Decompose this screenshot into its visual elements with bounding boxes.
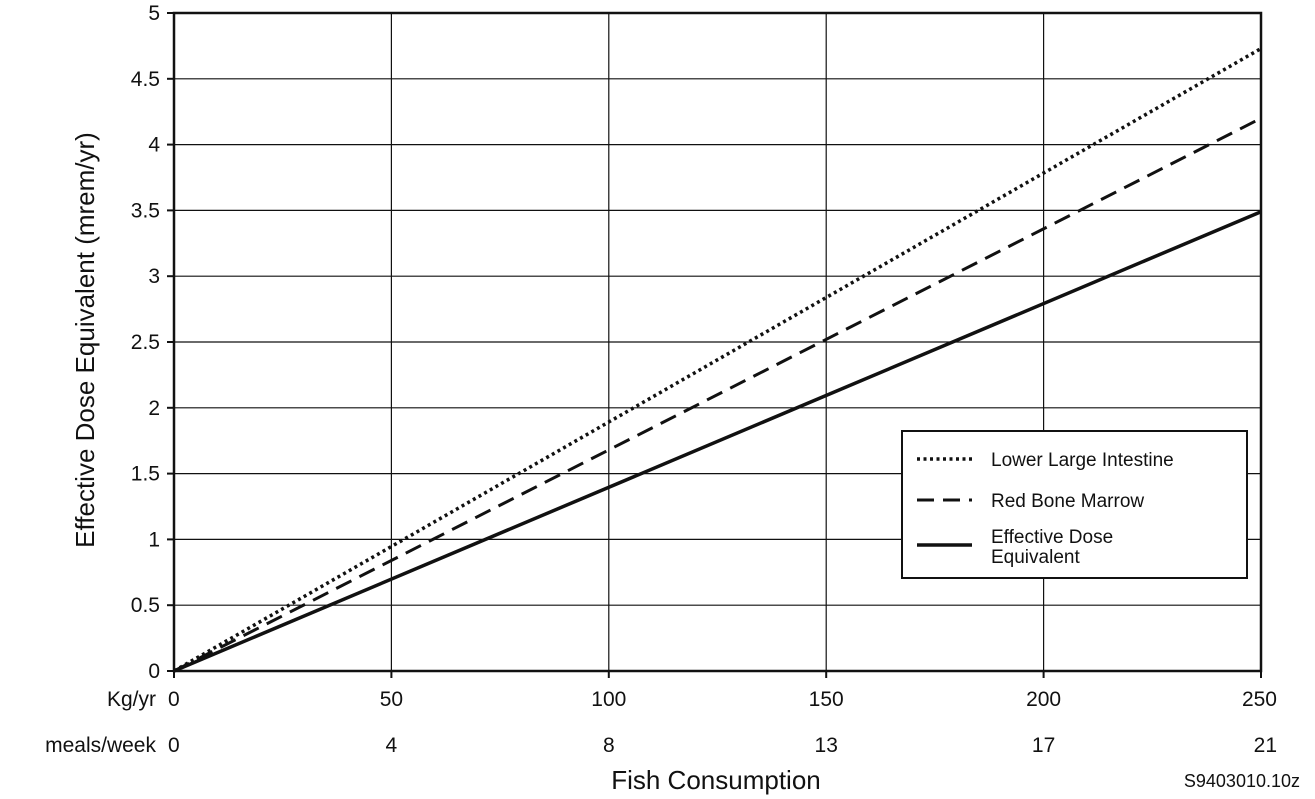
series-line-effective-dose-equivalent bbox=[173, 210, 1262, 673]
legend-box bbox=[901, 430, 1248, 579]
y-tick-label: 0 bbox=[148, 660, 160, 683]
series-line-lower-large-intestine bbox=[173, 47, 1262, 673]
y-tick-label: 4 bbox=[148, 134, 160, 157]
y-tick-label: 2 bbox=[148, 397, 160, 420]
x-tick-label: 150 bbox=[809, 688, 844, 711]
x-tick-labels: Kg/yr 0 50 100 150 200 250 meals/week 0 4 8 13 17 21 bbox=[45, 688, 1277, 757]
x-tick-label: 13 bbox=[815, 734, 838, 757]
y-tick-label: 0.5 bbox=[131, 594, 160, 617]
x-tick-label: 17 bbox=[1032, 734, 1055, 757]
y-tick-label: 3.5 bbox=[131, 199, 160, 222]
plot-area-frame bbox=[172, 11, 1263, 673]
series-lines bbox=[173, 47, 1262, 673]
x-tick-label: 4 bbox=[386, 734, 398, 757]
x-axis-row-label: meals/week bbox=[45, 734, 156, 757]
series-line-red-bone-marrow bbox=[173, 116, 1262, 673]
x-tick-label: 200 bbox=[1026, 688, 1061, 711]
y-tick-label: 1 bbox=[148, 528, 160, 551]
x-tick-label: 8 bbox=[603, 734, 615, 757]
x-axis-row-label: Kg/yr bbox=[107, 688, 156, 711]
y-tick-label: 2.5 bbox=[131, 331, 160, 354]
y-axis-title: Effective Dose Equivalent (mrem/yr) bbox=[70, 132, 100, 548]
y-tick-label: 3 bbox=[148, 265, 160, 288]
y-tick-label: 1.5 bbox=[131, 463, 160, 486]
legend: Lower Large Intestine Red Bone Marrow Ef… bbox=[901, 430, 1248, 579]
y-tick-label: 5 bbox=[148, 2, 160, 25]
x-axis-title: Fish Consumption bbox=[611, 765, 821, 795]
legend-label-line-2: Equivalent bbox=[991, 547, 1080, 568]
figure-code: S9403010.10z bbox=[1184, 771, 1300, 791]
legend-label-line-1: Effective Dose bbox=[991, 527, 1113, 548]
x-tick-label: 0 bbox=[168, 734, 180, 757]
x-tick-label: 0 bbox=[168, 688, 180, 711]
x-tick-label: 100 bbox=[591, 688, 626, 711]
legend-label-red-bone-marrow: Red Bone Marrow bbox=[991, 491, 1144, 512]
x-tick-label: 250 bbox=[1242, 688, 1277, 711]
legend-label-effective-dose-equivalent: Effective Dose Equivalent bbox=[991, 527, 1118, 568]
x-tick-label: 21 bbox=[1254, 734, 1277, 757]
x-tick-label: 50 bbox=[380, 688, 403, 711]
y-tick-labels: 0 0.5 1 1.5 2 2.5 3 3.5 4 4.5 5 bbox=[131, 2, 161, 683]
y-tick-label: 4.5 bbox=[131, 68, 160, 91]
legend-label-lower-large-intestine: Lower Large Intestine bbox=[991, 450, 1174, 471]
